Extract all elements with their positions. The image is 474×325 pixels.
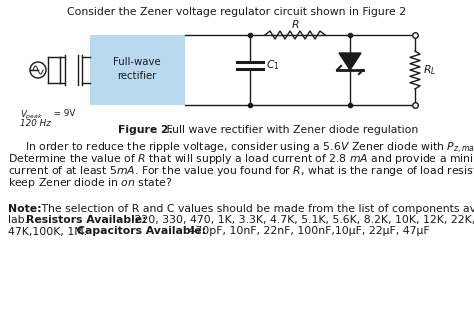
Text: Figure 2.: Figure 2. bbox=[118, 125, 173, 135]
Text: Note:: Note: bbox=[8, 203, 42, 214]
FancyBboxPatch shape bbox=[90, 35, 185, 105]
Text: In order to reduce the ripple voltage, consider using a 5.6$V$ Zener diode with : In order to reduce the ripple voltage, c… bbox=[8, 141, 474, 156]
Text: R: R bbox=[291, 20, 299, 30]
Text: 220, 330, 470, 1K, 3.3K, 4.7K, 5.1K, 5.6K, 8.2K, 10K, 12K, 22K,: 220, 330, 470, 1K, 3.3K, 4.7K, 5.1K, 5.6… bbox=[131, 215, 474, 225]
Polygon shape bbox=[339, 53, 361, 70]
Text: Full-wave
rectifier: Full-wave rectifier bbox=[113, 58, 161, 81]
Text: Full wave rectifier with Zener diode regulation: Full wave rectifier with Zener diode reg… bbox=[163, 125, 418, 135]
Text: $C_1$: $C_1$ bbox=[266, 58, 280, 72]
Text: Consider the Zener voltage regulator circuit shown in Figure 2: Consider the Zener voltage regulator cir… bbox=[67, 7, 407, 17]
Text: $V_{peak}$: $V_{peak}$ bbox=[20, 109, 43, 122]
Text: 470pF, 10nF, 22nF, 100nF,10μF, 22μF, 47μF: 470pF, 10nF, 22nF, 100nF,10μF, 22μF, 47μ… bbox=[185, 227, 429, 237]
Text: lab.: lab. bbox=[8, 215, 31, 225]
Text: current of at least 5$mA$. For the value you found for $R$, what is the range of: current of at least 5$mA$. For the value… bbox=[8, 164, 474, 178]
Text: = 9V: = 9V bbox=[51, 109, 75, 118]
Text: Resistors Available:: Resistors Available: bbox=[26, 215, 146, 225]
Text: $R_L$: $R_L$ bbox=[423, 63, 437, 77]
Text: keep Zener diode in $on$ state?: keep Zener diode in $on$ state? bbox=[8, 176, 172, 189]
Text: 120 Hz: 120 Hz bbox=[20, 119, 51, 128]
Text: 47K,100K, 1M.: 47K,100K, 1M. bbox=[8, 227, 91, 237]
Text: Capacitors Available:: Capacitors Available: bbox=[77, 227, 206, 237]
Text: The selection of R and C values should be made from the list of components avail: The selection of R and C values should b… bbox=[38, 203, 474, 214]
Text: Determine the value of $R$ that will supply a load current of 2.8 $mA$ and provi: Determine the value of $R$ that will sup… bbox=[8, 152, 474, 166]
